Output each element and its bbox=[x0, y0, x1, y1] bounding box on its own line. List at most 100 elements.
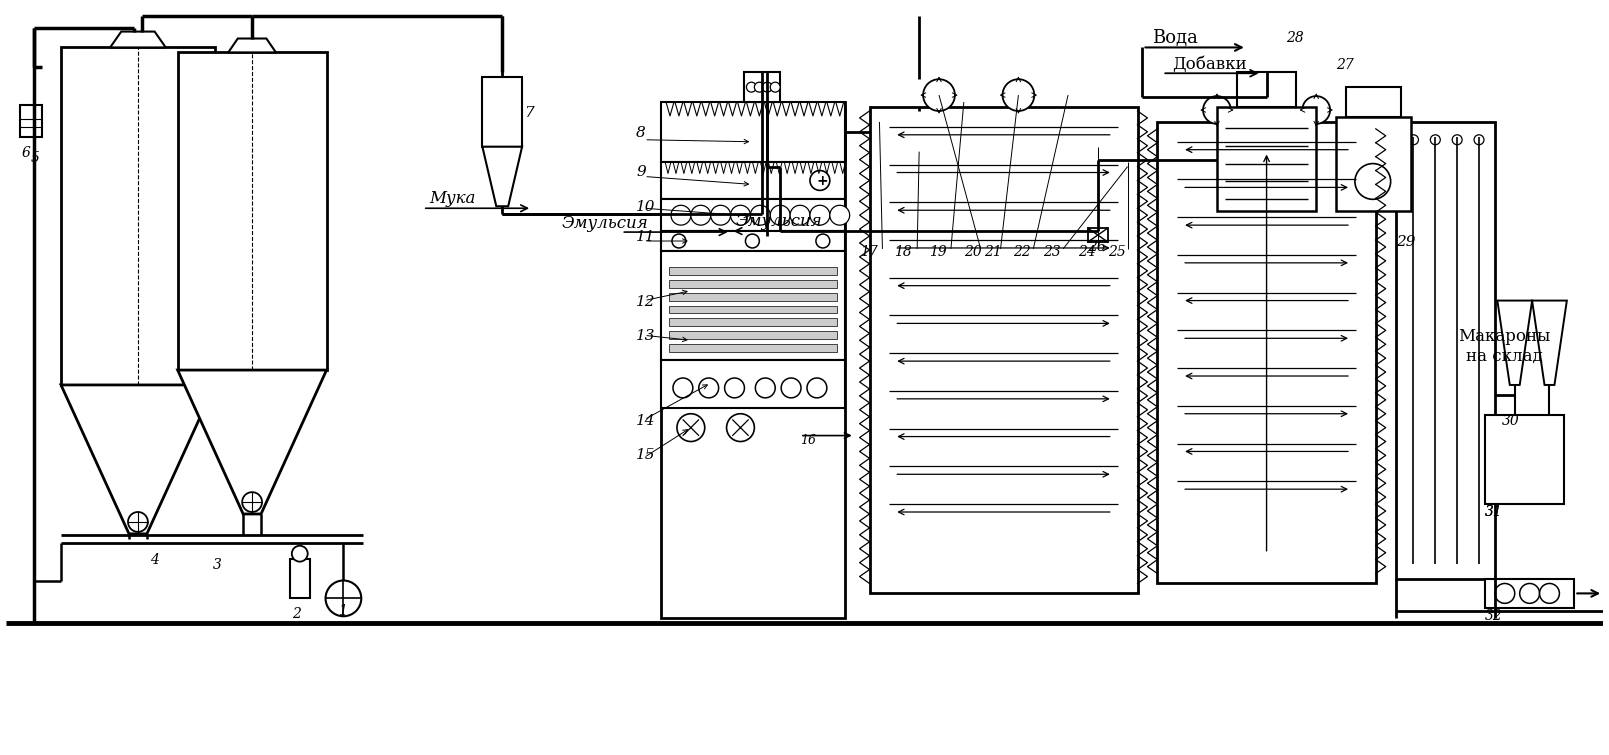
Circle shape bbox=[1430, 135, 1440, 145]
Bar bbox=[1157, 122, 1376, 584]
Text: 26: 26 bbox=[1088, 240, 1105, 254]
Bar bbox=[669, 319, 837, 326]
Text: 18: 18 bbox=[895, 245, 912, 259]
Polygon shape bbox=[61, 385, 216, 534]
Text: Мука: Мука bbox=[428, 190, 475, 208]
Bar bbox=[669, 331, 837, 339]
Bar bbox=[661, 102, 845, 162]
Circle shape bbox=[924, 79, 954, 111]
Bar bbox=[669, 306, 837, 313]
Circle shape bbox=[1408, 135, 1419, 145]
Text: 28: 28 bbox=[1287, 32, 1305, 45]
Text: 13: 13 bbox=[636, 329, 656, 344]
Text: 22: 22 bbox=[1014, 245, 1031, 259]
Text: 16: 16 bbox=[800, 433, 816, 446]
Polygon shape bbox=[1532, 300, 1567, 385]
Circle shape bbox=[671, 205, 690, 225]
Circle shape bbox=[730, 205, 750, 225]
Bar bbox=[869, 107, 1138, 593]
Text: 19: 19 bbox=[928, 245, 946, 259]
Circle shape bbox=[830, 205, 850, 225]
Polygon shape bbox=[228, 39, 275, 52]
Text: Эмульсия: Эмульсия bbox=[735, 213, 822, 230]
Circle shape bbox=[771, 82, 780, 92]
Circle shape bbox=[724, 378, 745, 398]
Circle shape bbox=[1519, 584, 1540, 603]
Text: 9: 9 bbox=[636, 165, 645, 180]
Text: 10: 10 bbox=[636, 200, 656, 214]
Text: 31: 31 bbox=[1485, 505, 1503, 519]
Circle shape bbox=[771, 205, 790, 225]
Polygon shape bbox=[109, 32, 166, 48]
Bar bbox=[745, 72, 780, 102]
Bar bbox=[61, 48, 216, 385]
Bar bbox=[483, 77, 521, 146]
Bar bbox=[1237, 72, 1297, 107]
Bar bbox=[661, 162, 845, 199]
Polygon shape bbox=[1498, 300, 1532, 385]
Bar bbox=[19, 105, 42, 137]
Text: Вода: Вода bbox=[1152, 29, 1199, 47]
Text: 27: 27 bbox=[1335, 58, 1353, 72]
Circle shape bbox=[1540, 584, 1559, 603]
Text: 11: 11 bbox=[636, 230, 656, 244]
Text: 30: 30 bbox=[1501, 414, 1519, 427]
Text: 6: 6 bbox=[23, 146, 31, 159]
Circle shape bbox=[755, 82, 764, 92]
Text: 1: 1 bbox=[338, 604, 348, 618]
Text: 2: 2 bbox=[291, 607, 301, 621]
Bar bbox=[177, 52, 327, 370]
Text: 7: 7 bbox=[525, 106, 534, 120]
Text: Добавки: Добавки bbox=[1173, 57, 1247, 73]
Circle shape bbox=[1474, 135, 1483, 145]
Circle shape bbox=[745, 234, 759, 248]
Text: 31: 31 bbox=[1485, 505, 1503, 519]
Circle shape bbox=[763, 82, 772, 92]
Circle shape bbox=[1355, 164, 1390, 199]
Bar bbox=[661, 251, 845, 360]
Text: +: + bbox=[817, 174, 829, 189]
Circle shape bbox=[711, 205, 730, 225]
Circle shape bbox=[698, 378, 719, 398]
Bar bbox=[661, 231, 845, 251]
Text: 29: 29 bbox=[1395, 235, 1416, 249]
Polygon shape bbox=[483, 146, 521, 206]
Circle shape bbox=[673, 378, 693, 398]
Text: 21: 21 bbox=[983, 245, 1001, 259]
Bar bbox=[1485, 578, 1574, 609]
Text: Эмульсия: Эмульсия bbox=[562, 215, 648, 232]
Text: 25: 25 bbox=[1107, 245, 1126, 259]
Text: 20: 20 bbox=[964, 245, 981, 259]
Text: 4: 4 bbox=[150, 553, 159, 566]
Bar bbox=[661, 199, 845, 231]
Circle shape bbox=[808, 378, 827, 398]
Circle shape bbox=[750, 205, 771, 225]
Circle shape bbox=[129, 512, 148, 532]
Bar bbox=[669, 279, 837, 288]
Circle shape bbox=[755, 378, 776, 398]
Text: 15: 15 bbox=[636, 448, 656, 462]
Circle shape bbox=[790, 205, 809, 225]
Circle shape bbox=[673, 234, 685, 248]
Circle shape bbox=[1453, 135, 1463, 145]
Circle shape bbox=[809, 205, 830, 225]
Text: 14: 14 bbox=[636, 414, 656, 427]
Bar bbox=[669, 344, 837, 352]
Circle shape bbox=[747, 82, 756, 92]
Text: 3: 3 bbox=[212, 558, 222, 572]
Text: 17: 17 bbox=[859, 245, 877, 259]
Circle shape bbox=[243, 492, 262, 512]
Polygon shape bbox=[177, 370, 327, 514]
Bar bbox=[661, 102, 845, 618]
Circle shape bbox=[809, 171, 830, 190]
Bar bbox=[661, 360, 845, 408]
Text: 12: 12 bbox=[636, 294, 656, 309]
Circle shape bbox=[1302, 96, 1331, 124]
Circle shape bbox=[690, 205, 711, 225]
Bar bbox=[1088, 228, 1107, 242]
Text: 23: 23 bbox=[1043, 245, 1060, 259]
Circle shape bbox=[782, 378, 801, 398]
Circle shape bbox=[291, 546, 307, 562]
Bar bbox=[290, 559, 309, 599]
Circle shape bbox=[677, 414, 705, 442]
